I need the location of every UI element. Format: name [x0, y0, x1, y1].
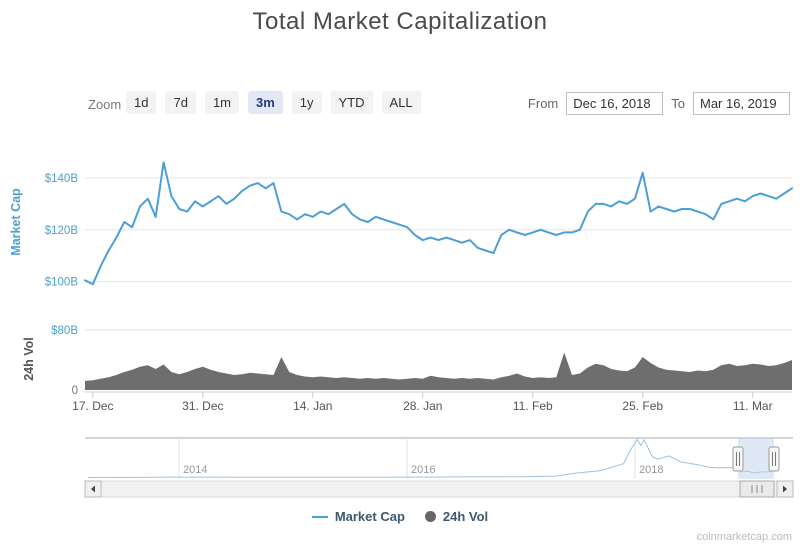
- navigator-year-label: 2018: [639, 464, 663, 476]
- to-label: To: [671, 96, 685, 111]
- y-axis-label: 0: [72, 385, 78, 397]
- zoom-button-1m[interactable]: 1m: [204, 91, 239, 114]
- x-axis-label: 14. Jan: [293, 399, 332, 413]
- navigator-right-handle[interactable]: [768, 446, 780, 472]
- zoom-button-ytd[interactable]: YTD: [330, 91, 373, 114]
- legend-label-market-cap: Market Cap: [334, 509, 405, 524]
- zoom-buttons: 1d 7d 1m 3m 1y YTD ALL: [126, 91, 421, 114]
- to-date-input[interactable]: [693, 92, 790, 115]
- market-cap-axis-title: Market Cap: [9, 188, 23, 256]
- from-date-input[interactable]: [566, 92, 664, 115]
- volume-axis-title: 24h Vol: [22, 337, 36, 381]
- y-axis-label: $120B: [45, 225, 79, 237]
- y-axis-label: $80B: [51, 325, 78, 337]
- legend-item-market-cap[interactable]: Market Cap: [311, 509, 405, 524]
- x-axis-label: 11. Mar: [733, 399, 773, 413]
- y-axis-label: $100B: [45, 277, 79, 289]
- legend-label-24h-vol: 24h Vol: [442, 509, 489, 524]
- navigator-year-label: 2014: [183, 464, 207, 476]
- x-axis-label: 31. Dec: [182, 399, 223, 413]
- market-cap-line-series: [84, 161, 793, 286]
- scrollbar-left-arrow-icon: [91, 485, 95, 493]
- zoom-label: Zoom: [88, 97, 122, 112]
- scrollbar-thumb[interactable]: [739, 480, 775, 498]
- volume-area-series: [85, 352, 792, 390]
- x-axis-label: 17. Dec: [72, 399, 113, 413]
- scrollbar-right-arrow-icon: [783, 485, 787, 493]
- x-axis-label: 11. Feb: [513, 399, 553, 413]
- navigator-left-handle[interactable]: [732, 446, 744, 472]
- circle-marker-icon: [424, 511, 436, 522]
- navigator-left-handle-body: [732, 446, 744, 472]
- x-axis-label: 28. Jan: [403, 399, 442, 413]
- x-axis-label: 25. Feb: [622, 399, 663, 413]
- zoom-button-3m[interactable]: 3m: [248, 91, 283, 114]
- zoom-button-7d[interactable]: 7d: [165, 91, 196, 114]
- watermark: coinmarketcap.com: [696, 531, 792, 543]
- scrollbar-track[interactable]: [84, 480, 794, 498]
- zoom-button-all[interactable]: ALL: [381, 91, 421, 114]
- zoom-button-1d[interactable]: 1d: [126, 91, 157, 114]
- from-label: From: [527, 96, 559, 111]
- line-marker-icon: [311, 515, 328, 518]
- y-axis-label: $140B: [45, 173, 79, 185]
- navigator-right-handle-body: [768, 446, 780, 472]
- legend: Market Cap 24h Vol: [0, 509, 800, 524]
- navigator-selected-range[interactable]: [738, 438, 774, 479]
- date-range: From To: [528, 92, 790, 115]
- page-title: Total Market Capitalization: [252, 8, 548, 35]
- plot-area[interactable]: [85, 150, 792, 392]
- legend-item-24h-vol[interactable]: 24h Vol: [424, 509, 489, 524]
- zoom-button-1y[interactable]: 1y: [291, 91, 322, 114]
- navigator-year-label: 2016: [411, 464, 435, 476]
